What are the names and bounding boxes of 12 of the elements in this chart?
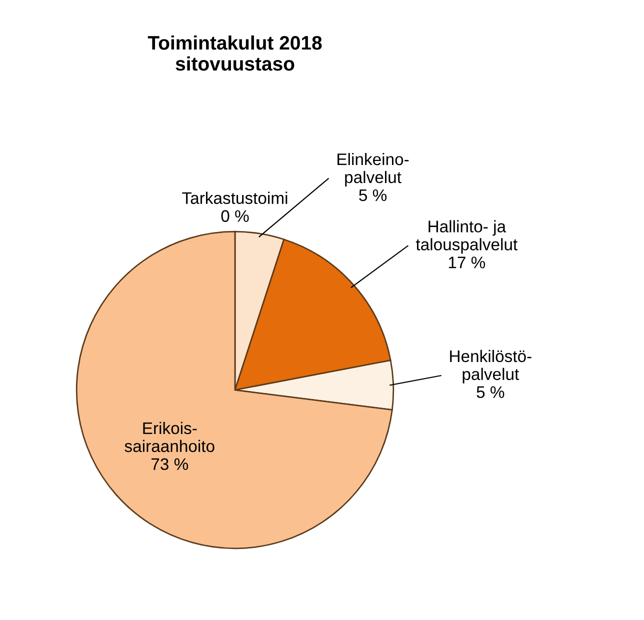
data-label: 17 % <box>448 256 486 268</box>
slice-label: Elinkeino- palvelut <box>338 152 409 186</box>
chart-title: Toimintakulut 2018 sitovuustaso <box>148 35 322 71</box>
text: 0 % <box>221 210 249 222</box>
category-label: Tarkastustoimi <box>182 192 288 204</box>
slice-label: Henkilöstö- palvelut <box>450 350 532 384</box>
data-label: 73 % <box>152 458 188 470</box>
slice-label: Erikois- sairaanhoito <box>124 422 214 452</box>
data-label: 5 % <box>476 386 504 398</box>
pie-slice <box>76 230 393 550</box>
slice-label: Hallinto- ja talouspalvelut <box>416 220 518 254</box>
data-label: 5 % <box>359 189 387 202</box>
